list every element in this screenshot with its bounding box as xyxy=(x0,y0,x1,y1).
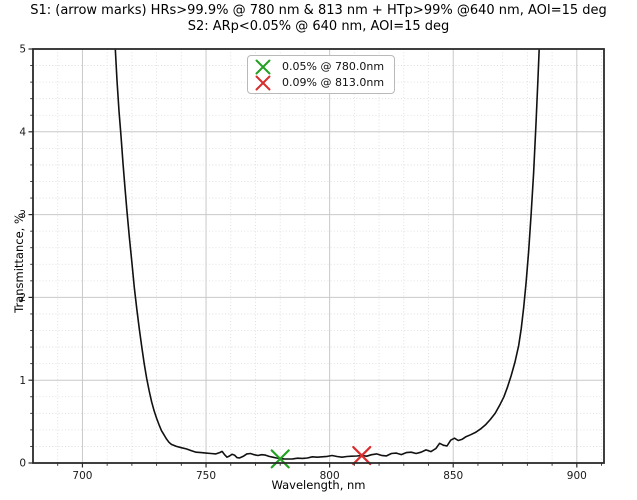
legend: 0.05% @ 780.0nm 0.09% @ 813.0nm xyxy=(247,55,396,94)
y-tick-label: 1 xyxy=(19,375,26,387)
y-tick-label: 2 xyxy=(19,292,26,304)
legend-x-marker-icon xyxy=(255,75,271,90)
transmittance-curve xyxy=(114,49,540,460)
legend-entry-label: 0.09% @ 813.0nm xyxy=(282,76,385,89)
chart-title-line2: S2: ARp<0.05% @ 640 nm, AOI=15 deg xyxy=(187,18,450,34)
x-tick-label: 800 xyxy=(320,470,340,482)
legend-entry: 0.05% @ 780.0nm xyxy=(254,59,384,74)
chart-title-line1: S1: (arrow marks) HRs>99.9% @ 780 nm & 8… xyxy=(30,3,607,18)
chart-title: S1: (arrow marks) HRs>99.9% @ 780 nm & 8… xyxy=(0,3,637,34)
x-tick-label: 900 xyxy=(567,470,587,482)
x-tick-label: 750 xyxy=(196,470,216,482)
x-tick-label: 850 xyxy=(443,470,463,482)
legend-entry: 0.09% @ 813.0nm xyxy=(254,75,384,90)
y-axis-label: Transmittance, % xyxy=(12,213,26,313)
legend-x-marker-icon xyxy=(255,59,271,74)
y-tick-label: 0 xyxy=(19,458,26,470)
x-tick-label: 700 xyxy=(72,470,92,482)
marker-x-780 xyxy=(270,449,290,469)
y-tick-label: 3 xyxy=(19,209,26,221)
y-tick-label: 4 xyxy=(19,126,26,138)
y-tick-label: 5 xyxy=(19,44,26,56)
legend-entry-label: 0.05% @ 780.0nm xyxy=(282,60,385,73)
x-axis-label: Wavelength, nm xyxy=(271,478,366,492)
marker-x-813 xyxy=(352,445,372,466)
plot-border xyxy=(32,48,605,464)
